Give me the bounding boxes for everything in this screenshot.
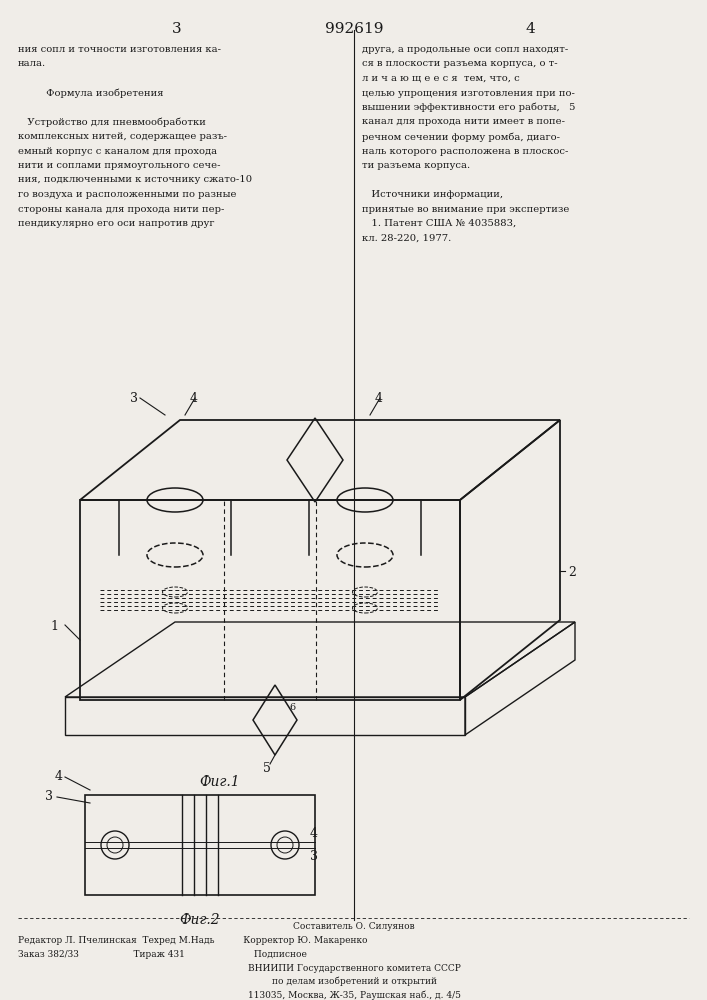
Text: Редактор Л. Пчелинская  Техред М.Надь          Корректор Ю. Макаренко: Редактор Л. Пчелинская Техред М.Надь Кор… <box>18 936 368 945</box>
Text: 5: 5 <box>263 762 271 775</box>
Text: целью упрощения изготовления при по-: целью упрощения изготовления при по- <box>362 89 575 98</box>
Text: Составитель О. Силуянов: Составитель О. Силуянов <box>293 922 415 931</box>
Text: ВНИИПИ Государственного комитета СССР: ВНИИПИ Государственного комитета СССР <box>247 964 460 973</box>
Text: 2: 2 <box>568 566 576 579</box>
Text: друга, а продольные оси сопл находят-: друга, а продольные оси сопл находят- <box>362 45 568 54</box>
Text: принятые во внимание при экспертизе: принятые во внимание при экспертизе <box>362 205 569 214</box>
Text: ния сопл и точности изготовления ка-: ния сопл и точности изготовления ка- <box>18 45 221 54</box>
Text: канал для прохода нити имеет в попе-: канал для прохода нити имеет в попе- <box>362 117 565 126</box>
Text: комплексных нитей, содержащее разъ-: комплексных нитей, содержащее разъ- <box>18 132 227 141</box>
Text: ти разъема корпуса.: ти разъема корпуса. <box>362 161 470 170</box>
Text: 3: 3 <box>130 392 138 405</box>
Text: Источники информации,: Источники информации, <box>362 190 503 199</box>
Text: вышении эффективности его работы,   5: вышении эффективности его работы, 5 <box>362 103 575 112</box>
Text: по делам изобретений и открытий: по делам изобретений и открытий <box>271 977 436 986</box>
Text: ния, подключенными к источнику сжато-10: ния, подключенными к источнику сжато-10 <box>18 176 252 184</box>
Text: 992619: 992619 <box>325 22 383 36</box>
Text: наль которого расположена в плоскос-: наль которого расположена в плоскос- <box>362 146 568 155</box>
Text: нала.: нала. <box>18 60 46 68</box>
Text: нити и соплами прямоугольного сече-: нити и соплами прямоугольного сече- <box>18 161 221 170</box>
Text: 4: 4 <box>55 770 63 783</box>
Text: Формула изобретения: Формула изобретения <box>18 89 163 98</box>
Text: Фиг.2: Фиг.2 <box>180 913 221 927</box>
Text: го воздуха и расположенными по разные: го воздуха и расположенными по разные <box>18 190 237 199</box>
Text: Устройство для пневмообработки: Устройство для пневмообработки <box>18 117 206 127</box>
Text: 6: 6 <box>289 703 295 712</box>
Text: речном сечении форму ромба, диаго-: речном сечении форму ромба, диаго- <box>362 132 560 141</box>
Text: пендикулярно его оси напротив друг: пендикулярно его оси напротив друг <box>18 219 214 228</box>
Text: ся в плоскости разъема корпуса, о т-: ся в плоскости разъема корпуса, о т- <box>362 60 558 68</box>
Text: кл. 28-220, 1977.: кл. 28-220, 1977. <box>362 233 451 242</box>
Text: 4: 4 <box>310 827 318 840</box>
Text: 4: 4 <box>190 392 198 405</box>
Text: 3: 3 <box>45 790 53 803</box>
Text: 1. Патент США № 4035883,: 1. Патент США № 4035883, <box>362 219 516 228</box>
Text: Фиг.1: Фиг.1 <box>199 775 240 789</box>
Text: стороны канала для прохода нити пер-: стороны канала для прохода нити пер- <box>18 205 224 214</box>
Text: 4: 4 <box>375 392 383 405</box>
Text: 3: 3 <box>310 850 318 863</box>
Text: л и ч а ю щ е е с я  тем, что, с: л и ч а ю щ е е с я тем, что, с <box>362 74 520 83</box>
Text: Заказ 382/33                   Тираж 431                        Подписное: Заказ 382/33 Тираж 431 Подписное <box>18 950 307 959</box>
Text: 113035, Москва, Ж-35, Раушская наб., д. 4/5: 113035, Москва, Ж-35, Раушская наб., д. … <box>247 990 460 1000</box>
Text: 1: 1 <box>50 620 58 633</box>
Text: емный корпус с каналом для прохода: емный корпус с каналом для прохода <box>18 146 217 155</box>
Text: 4: 4 <box>525 22 535 36</box>
Text: 3: 3 <box>173 22 182 36</box>
